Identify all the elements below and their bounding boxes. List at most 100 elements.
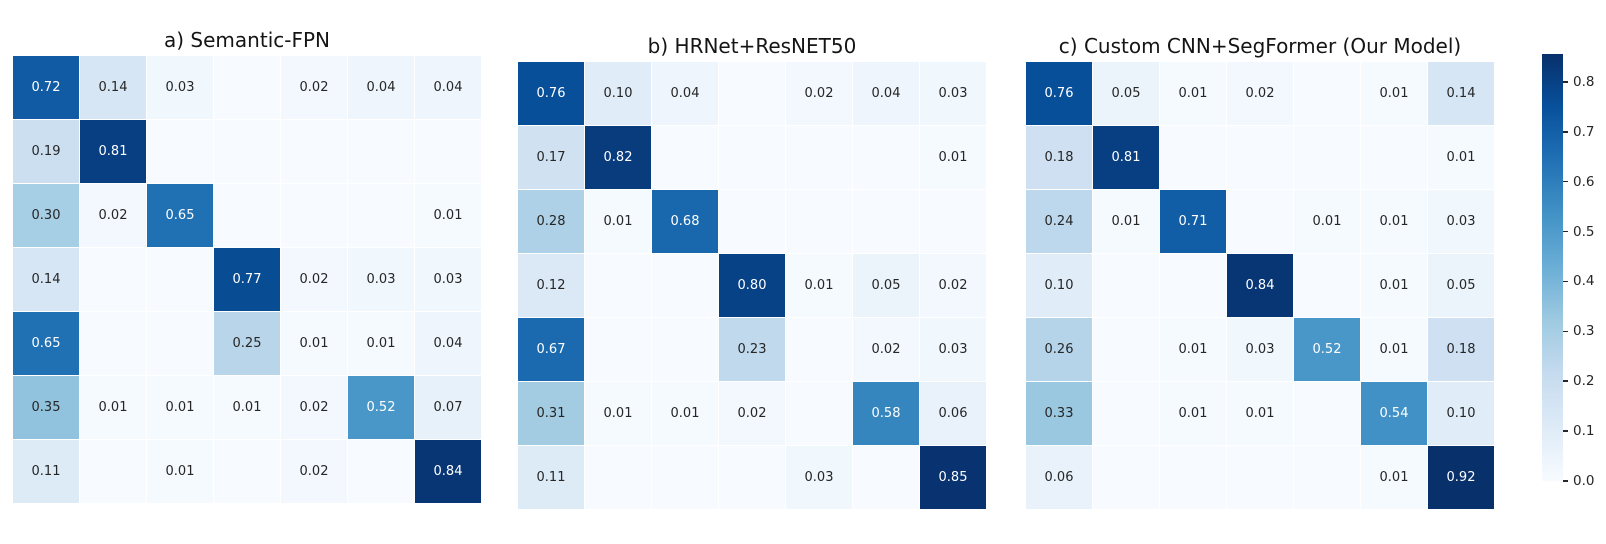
heatmap-cell: 0.31 (518, 382, 584, 445)
heatmap-cell: 0.25 (214, 312, 280, 375)
colorbar-tick-label: 0.3 (1573, 323, 1595, 340)
heatmap-cell (853, 190, 919, 253)
heatmap-cell: 0.01 (147, 376, 213, 439)
heatmap-cell: 0.18 (1428, 318, 1494, 381)
heatmap-cell: 0.54 (1361, 382, 1427, 445)
panel-custom-cnn-segformer: c) Custom CNN+SegFormer (Our Model) 0.76… (1026, 0, 1494, 520)
heatmap-cell: 0.05 (1428, 254, 1494, 317)
heatmap-cell: 0.01 (1361, 62, 1427, 125)
heatmap-cell: 0.01 (1093, 190, 1159, 253)
heatmap-hrnet-resnet50: 0.76 0.10 0.04 0.02 0.04 0.03 0.17 0.82 0.01 0.28… (518, 62, 986, 509)
heatmap-cell: 0.12 (518, 254, 584, 317)
heatmap-cell (1294, 446, 1360, 509)
heatmap-cell: 0.03 (920, 62, 986, 125)
panel-hrnet-resnet50: b) HRNet+ResNET50 0.76 0.10 0.04 0.02 0.04 0.… (518, 0, 986, 520)
heatmap-cell: 0.33 (1026, 382, 1092, 445)
heatmap-cell: 0.06 (1026, 446, 1092, 509)
colorbar-tick (1563, 480, 1568, 482)
colorbar-tick (1563, 330, 1568, 333)
heatmap-cell (652, 318, 718, 381)
heatmap-semantic-fpn: 0.72 0.14 0.03 0.02 0.04 0.04 0.19 0.81 0.30 0.02… (13, 56, 481, 503)
heatmap-cell: 0.76 (1026, 62, 1092, 125)
heatmap-cell (1227, 446, 1293, 509)
heatmap-cell (80, 312, 146, 375)
heatmap-cell (147, 248, 213, 311)
heatmap-cell (214, 440, 280, 503)
heatmap-cell: 0.02 (786, 62, 852, 125)
heatmap-cell (1093, 446, 1159, 509)
heatmap-cell (1294, 254, 1360, 317)
colorbar-tick-label: 0.2 (1573, 373, 1595, 390)
heatmap-cell: 0.18 (1026, 126, 1092, 189)
heatmap-cell: 0.14 (1428, 62, 1494, 125)
heatmap-cell (719, 62, 785, 125)
heatmap-cell (214, 120, 280, 183)
heatmap-cell: 0.03 (786, 446, 852, 509)
heatmap-cell (1093, 382, 1159, 445)
heatmap-cell: 0.84 (415, 440, 481, 503)
heatmap-cell (1160, 126, 1226, 189)
heatmap-cell: 0.01 (585, 382, 651, 445)
heatmap-cell: 0.26 (1026, 318, 1092, 381)
heatmap-cell: 0.65 (13, 312, 79, 375)
heatmap-cell (147, 312, 213, 375)
heatmap-cell (214, 56, 280, 119)
panel-b-title: b) HRNet+ResNET50 (647, 34, 857, 58)
colorbar-tick-label: 0.7 (1573, 123, 1595, 140)
heatmap-cell: 0.72 (13, 56, 79, 119)
heatmap-cell (853, 446, 919, 509)
colorbar-tick (1563, 430, 1568, 432)
heatmap-cell: 0.02 (281, 248, 347, 311)
heatmap-cell (719, 126, 785, 189)
heatmap-cell (786, 190, 852, 253)
heatmap-cell: 0.14 (80, 56, 146, 119)
heatmap-cell: 0.01 (281, 312, 347, 375)
heatmap-cell (348, 120, 414, 183)
heatmap-cell: 0.04 (415, 312, 481, 375)
heatmap-cell: 0.01 (214, 376, 280, 439)
heatmap-cell: 0.11 (13, 440, 79, 503)
heatmap-cell (80, 248, 146, 311)
colorbar-tick (1563, 380, 1568, 382)
heatmap-cell: 0.01 (80, 376, 146, 439)
heatmap-cell: 0.02 (719, 382, 785, 445)
heatmap-cell (1294, 126, 1360, 189)
heatmap-cell (585, 318, 651, 381)
heatmap-cell: 0.04 (652, 62, 718, 125)
heatmap-cell: 0.03 (147, 56, 213, 119)
heatmap-cell: 0.04 (348, 56, 414, 119)
heatmap-cell (281, 184, 347, 247)
heatmap-cell: 0.92 (1428, 446, 1494, 509)
heatmap-cell: 0.23 (719, 318, 785, 381)
heatmap-cell (1160, 446, 1226, 509)
heatmap-cell (348, 440, 414, 503)
heatmap-cell: 0.01 (1361, 190, 1427, 253)
heatmap-cell: 0.01 (415, 184, 481, 247)
heatmap-custom-cnn-segformer: 0.76 0.05 0.01 0.02 0.01 0.14 0.18 0.81 0.01 0.24… (1026, 62, 1494, 509)
heatmap-cell (652, 254, 718, 317)
colorbar-gradient (1542, 54, 1563, 481)
heatmap-cell: 0.03 (920, 318, 986, 381)
heatmap-cell: 0.01 (1428, 126, 1494, 189)
heatmap-cell: 0.19 (13, 120, 79, 183)
heatmap-cell (853, 126, 919, 189)
heatmap-cell: 0.03 (1227, 318, 1293, 381)
heatmap-cell: 0.03 (415, 248, 481, 311)
heatmap-cell: 0.01 (1160, 62, 1226, 125)
heatmap-cell: 0.10 (1428, 382, 1494, 445)
heatmap-cell: 0.71 (1160, 190, 1226, 253)
heatmap-cell (585, 254, 651, 317)
heatmap-cell: 0.65 (147, 184, 213, 247)
heatmap-cell: 0.01 (147, 440, 213, 503)
heatmap-cell (1160, 254, 1226, 317)
colorbar-tick-label: 0.1 (1573, 423, 1595, 440)
heatmap-cell: 0.82 (585, 126, 651, 189)
heatmap-cell: 0.84 (1227, 254, 1293, 317)
heatmap-cell (652, 126, 718, 189)
heatmap-cell: 0.10 (1026, 254, 1092, 317)
heatmap-cell: 0.67 (518, 318, 584, 381)
heatmap-cell: 0.80 (719, 254, 785, 317)
heatmap-cell (719, 446, 785, 509)
panel-a-title: a) Semantic-FPN (164, 28, 330, 52)
heatmap-cell: 0.01 (1227, 382, 1293, 445)
